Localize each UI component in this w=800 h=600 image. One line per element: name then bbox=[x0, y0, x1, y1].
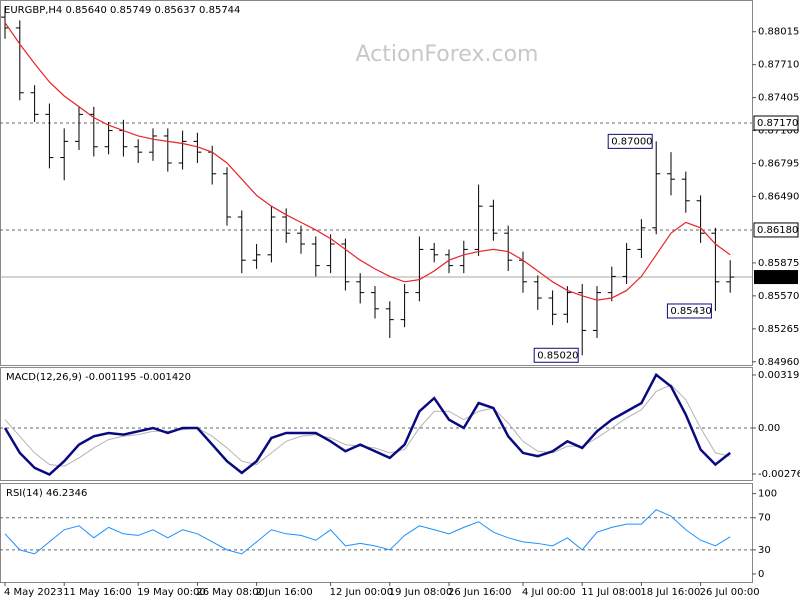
annotation-label: 0.87000 bbox=[611, 136, 652, 147]
y-tick-label: 0.85570 bbox=[758, 291, 799, 302]
macd-panel bbox=[0, 367, 753, 481]
y-tick-label: 0.84960 bbox=[758, 357, 799, 368]
macd-title: MACD(12,26,9) -0.001195 -0.001420 bbox=[6, 372, 191, 383]
annotation-label: 0.85020 bbox=[537, 350, 578, 361]
annotation-box bbox=[533, 347, 579, 363]
y-tick-label: 30 bbox=[758, 545, 771, 556]
annotation-box bbox=[666, 303, 712, 319]
y-tick-label: 70 bbox=[758, 513, 771, 524]
y-tick-label: 0 bbox=[758, 569, 764, 580]
x-tick-label: 19 May 00:00 bbox=[137, 587, 206, 598]
indicator-line bbox=[4, 384, 731, 467]
y-tick-label: 0.00 bbox=[758, 423, 780, 434]
x-tick-label: 11 Jul 08:00 bbox=[581, 587, 641, 598]
x-tick-label: 26 Jun 16:00 bbox=[448, 587, 512, 598]
y-tick-label: 0.85875 bbox=[758, 258, 799, 269]
watermark: ActionForex.com bbox=[356, 42, 539, 67]
indicator-line bbox=[3, 372, 731, 476]
annotation-box bbox=[607, 133, 653, 149]
rsi-panel bbox=[0, 483, 753, 583]
level-label: 0.86180 bbox=[757, 225, 798, 236]
last-price-label: 0.85744 bbox=[757, 272, 798, 283]
y-tick-label: 0.87100 bbox=[758, 126, 799, 137]
y-tick-label: 0.00319 bbox=[758, 370, 799, 381]
y-tick-label: 0.88015 bbox=[758, 27, 799, 38]
y-tick-label: 0.86795 bbox=[758, 159, 799, 170]
annotation-label: 0.85430 bbox=[670, 306, 711, 317]
x-tick-label: 26 Jul 00:00 bbox=[700, 587, 760, 598]
y-tick-label: 100 bbox=[758, 489, 777, 500]
price-panel bbox=[0, 0, 753, 366]
x-tick-label: 26 May 08:00 bbox=[196, 587, 265, 598]
x-tick-label: 11 May 16:00 bbox=[63, 587, 132, 598]
x-tick-label: 18 Jul 16:00 bbox=[640, 587, 700, 598]
y-tick-label: 0.85265 bbox=[758, 324, 799, 335]
x-tick-label: 4 May 2023 bbox=[4, 587, 63, 598]
last-price-box bbox=[754, 270, 798, 285]
level-label-box bbox=[753, 222, 799, 238]
y-tick-label: 0.87710 bbox=[758, 60, 799, 71]
x-tick-label: 12 Jun 00:00 bbox=[330, 587, 394, 598]
indicator-line bbox=[4, 509, 731, 555]
level-label: 0.87170 bbox=[757, 118, 798, 129]
price-title: EURGBP,H4 0.85640 0.85749 0.85637 0.8574… bbox=[4, 5, 240, 16]
x-tick-label: 19 Jun 08:00 bbox=[389, 587, 453, 598]
x-tick-label: 4 Jul 00:00 bbox=[522, 587, 576, 598]
rsi-title: RSI(14) 46.2346 bbox=[6, 488, 87, 499]
y-tick-label: 0.87405 bbox=[758, 93, 799, 104]
y-tick-label: -0.002769 bbox=[758, 469, 800, 480]
moving-average bbox=[4, 22, 731, 301]
x-tick-label: 2 Jun 16:00 bbox=[256, 587, 313, 598]
y-tick-label: 0.86490 bbox=[758, 191, 799, 202]
level-label-box bbox=[753, 115, 799, 131]
